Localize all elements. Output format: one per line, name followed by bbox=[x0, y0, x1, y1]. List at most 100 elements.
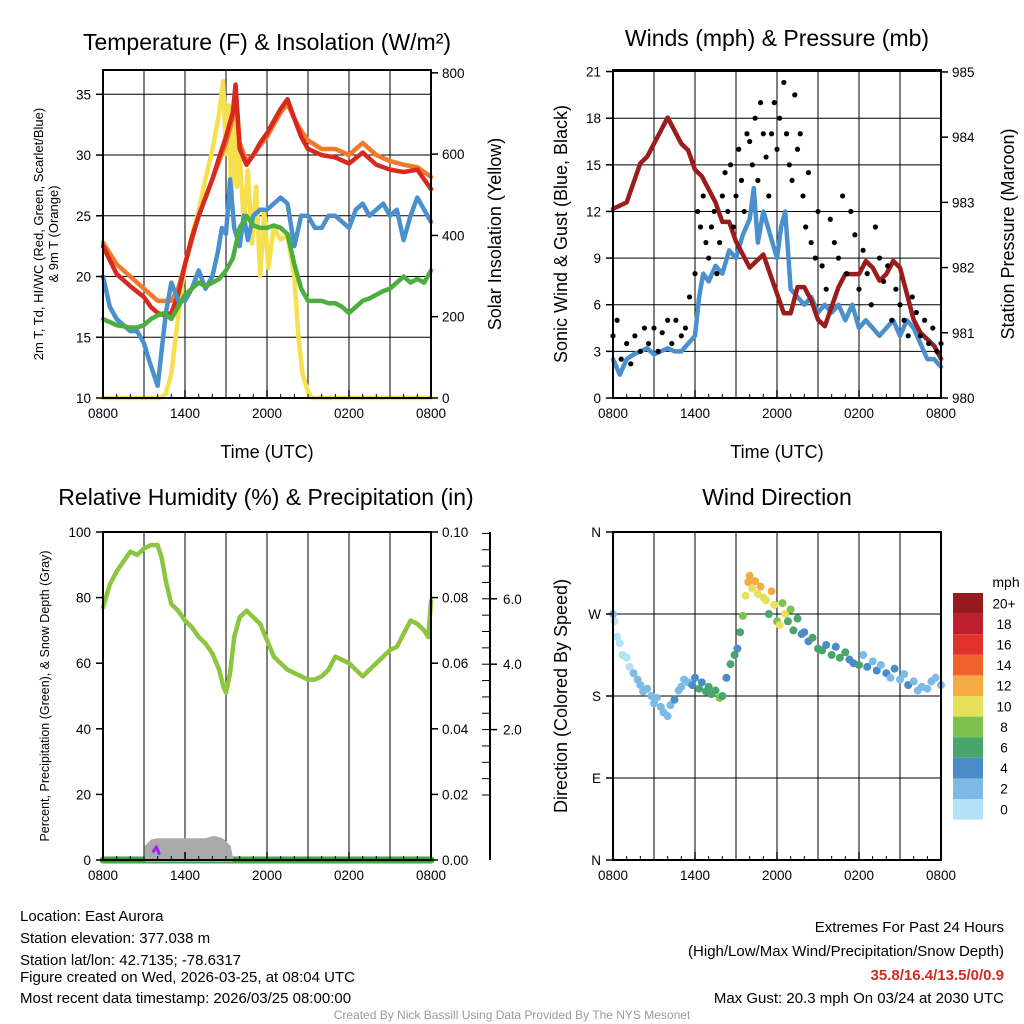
gust-point bbox=[655, 348, 661, 354]
right-y-tick-label: 981 bbox=[952, 326, 975, 341]
wind-direction-point bbox=[726, 660, 735, 669]
gust-point bbox=[755, 177, 761, 183]
gust-point bbox=[800, 193, 806, 199]
wind-direction-point bbox=[781, 610, 790, 618]
y-tick-label: S bbox=[592, 689, 601, 704]
gust-point bbox=[844, 271, 850, 277]
wind-direction-point bbox=[800, 628, 809, 637]
gust-point bbox=[760, 131, 766, 137]
gust-point bbox=[905, 333, 911, 339]
wind-direction-point bbox=[931, 673, 940, 682]
gust-point bbox=[749, 162, 756, 168]
x-tick-label: 0800 bbox=[598, 868, 628, 883]
gust-point bbox=[717, 239, 723, 246]
gust-point bbox=[930, 325, 936, 331]
wind-direction-point bbox=[652, 693, 661, 702]
gust-point bbox=[808, 239, 814, 246]
wind-direction-point bbox=[762, 596, 771, 605]
gust-point bbox=[758, 100, 764, 106]
y-tick-label: 15 bbox=[586, 158, 601, 173]
gust-point bbox=[641, 325, 648, 331]
wind-direction-point bbox=[764, 610, 773, 618]
right-y-tick-label: 0.04 bbox=[442, 722, 469, 737]
speed-colorbar: 0 2 4 6 8 10 12 14 16 18 20+ bbox=[953, 593, 1016, 820]
winds-panel-title: Winds (mph) & Pressure (mb) bbox=[625, 25, 929, 51]
right-y-tick-label: 984 bbox=[952, 130, 975, 145]
colorbar-swatch bbox=[953, 675, 983, 696]
gust-point bbox=[823, 286, 829, 292]
gust-point bbox=[706, 255, 712, 261]
gust-point bbox=[744, 131, 750, 137]
gust-point bbox=[868, 302, 874, 308]
wind-direction-point bbox=[670, 695, 679, 704]
gust-point bbox=[889, 317, 895, 323]
gust-point bbox=[695, 208, 701, 215]
gust-point bbox=[763, 154, 769, 160]
colorbar-label: 10 bbox=[996, 699, 1011, 714]
wind-direction-point bbox=[613, 632, 622, 641]
gust-point bbox=[815, 208, 821, 215]
colorbar-swatch bbox=[953, 593, 983, 614]
axes: 0800 1400 2000 0200 080010152025303502004006… bbox=[68, 65, 975, 883]
snow-depth-area bbox=[144, 836, 234, 862]
gust-point bbox=[727, 162, 734, 168]
snow-tick-label: 2.0 bbox=[503, 723, 522, 738]
x-tick-label: 2000 bbox=[252, 406, 282, 421]
relative-humidity-line bbox=[100, 542, 434, 695]
y-tick-label: 25 bbox=[76, 209, 91, 224]
gust-point bbox=[913, 309, 920, 316]
wind-direction-point bbox=[704, 682, 713, 691]
y-tick-label: 10 bbox=[76, 391, 91, 406]
wind-direction-point bbox=[733, 644, 742, 653]
wind-direction-point bbox=[818, 646, 827, 655]
temperature-x-label: Time (UTC) bbox=[220, 442, 313, 462]
wind-direction-point bbox=[841, 648, 850, 657]
wind-direction-point bbox=[691, 673, 699, 682]
wind-direction-point bbox=[890, 664, 899, 673]
colorbar-label: 12 bbox=[996, 679, 1011, 694]
x-tick-label: 2000 bbox=[762, 406, 792, 421]
gust-point bbox=[730, 224, 736, 230]
gust-point bbox=[719, 193, 725, 199]
x-tick-label: 0200 bbox=[844, 868, 874, 883]
gust-point bbox=[741, 208, 747, 215]
gust-point bbox=[725, 208, 731, 215]
gust-point bbox=[934, 348, 940, 354]
right-y-tick-label: 200 bbox=[442, 310, 465, 325]
colorbar-swatch bbox=[953, 737, 983, 758]
colorbar-label: 14 bbox=[996, 658, 1012, 673]
humidity-panel-title: Relative Humidity (%) & Precipitation (i… bbox=[58, 484, 473, 510]
gust-point bbox=[659, 330, 665, 336]
x-tick-label: 0800 bbox=[926, 406, 956, 421]
colorbar-label: 0 bbox=[1000, 802, 1008, 817]
wind-direction-point bbox=[863, 662, 872, 671]
temperature-y-label: 2m T, Td, HI/WC (Red, Green, Scarlet/Blu… bbox=[31, 108, 46, 360]
x-tick-label: 1400 bbox=[680, 406, 710, 421]
wind-direction-point bbox=[666, 701, 675, 710]
wind-direction-point bbox=[855, 661, 863, 670]
figure-created-text: Figure created on Wed, 2026-03-25, at 08… bbox=[20, 969, 355, 986]
colorbar-label: 16 bbox=[996, 638, 1011, 653]
gust-point bbox=[736, 146, 742, 152]
gust-point bbox=[781, 79, 787, 86]
colorbar-swatch bbox=[953, 613, 983, 635]
gust-point bbox=[876, 255, 883, 261]
wind-direction-point bbox=[744, 578, 753, 587]
y-tick-label: 30 bbox=[76, 148, 91, 163]
gust-point bbox=[651, 325, 657, 331]
y-tick-label: 20 bbox=[76, 787, 91, 802]
gust-point bbox=[926, 340, 932, 347]
gust-point bbox=[805, 169, 812, 176]
y-tick-label: 40 bbox=[76, 722, 91, 737]
colorbar-title: mph bbox=[992, 574, 1019, 590]
x-tick-label: 1400 bbox=[680, 868, 710, 883]
y-tick-label: E bbox=[592, 771, 601, 786]
humidity-y-label: Percent, Precipitation (Green), & Snow D… bbox=[38, 550, 52, 841]
right-y-tick-label: 983 bbox=[952, 195, 975, 210]
gust-point bbox=[624, 340, 630, 347]
elevation-text: Station elevation: 377.038 m bbox=[20, 930, 210, 947]
colorbar-swatch bbox=[953, 654, 983, 676]
wind-direction-point bbox=[886, 673, 895, 682]
wind-direction-panel-title: Wind Direction bbox=[702, 484, 852, 510]
gust-point bbox=[786, 162, 792, 168]
